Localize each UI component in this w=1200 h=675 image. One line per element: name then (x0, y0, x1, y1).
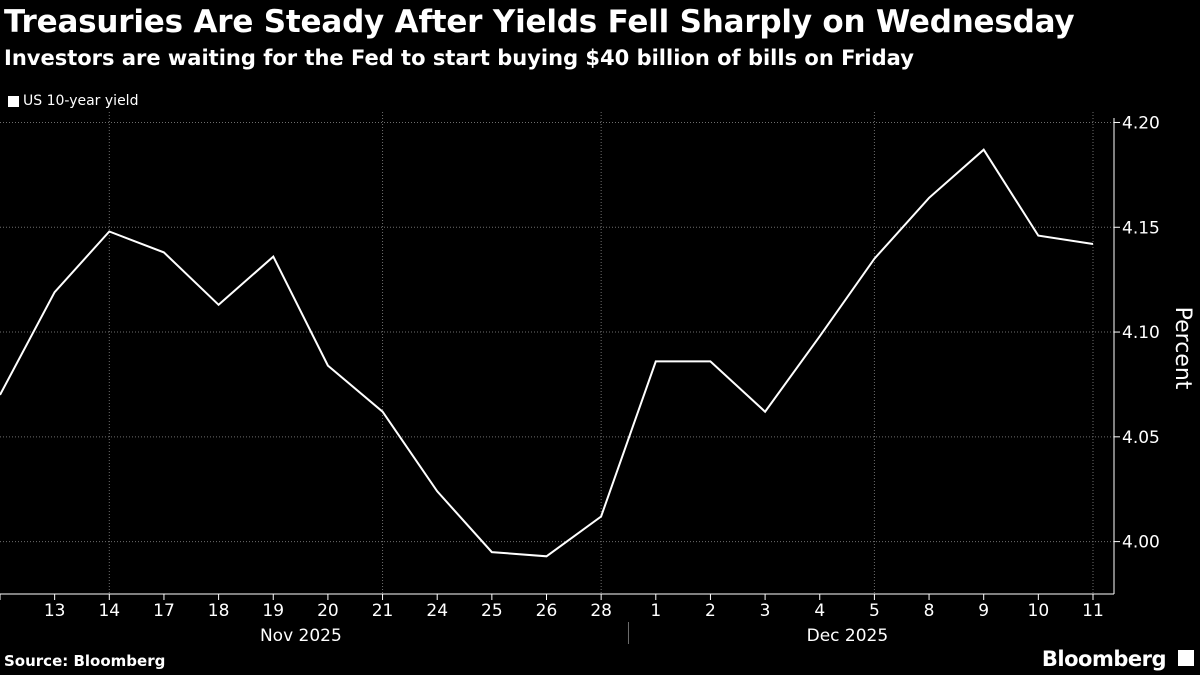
x-tick-label: 3 (760, 601, 771, 621)
x-tick-label: 21 (372, 601, 394, 621)
x-tick-label: 24 (426, 601, 448, 621)
x-tick-label: 9 (978, 601, 989, 621)
x-tick-label: 18 (208, 601, 230, 621)
x-tick-label: 10 (1028, 601, 1050, 621)
x-tick-label: 25 (481, 601, 503, 621)
x-tick-label: 20 (317, 601, 339, 621)
y-axis-title: Percent (1170, 307, 1195, 390)
bloomberg-logo: Bloomberg (1041, 647, 1167, 671)
y-tick-label: 4.15 (1122, 218, 1160, 238)
chart-title: Treasuries Are Steady After Yields Fell … (4, 4, 1075, 40)
x-tick-label: 28 (590, 601, 612, 621)
legend: US 10-year yield (8, 93, 138, 109)
y-tick-label: 4.20 (1122, 113, 1160, 133)
x-tick-label: 17 (153, 601, 175, 621)
legend-label: US 10-year yield (23, 93, 139, 109)
chart-subtitle: Investors are waiting for the Fed to sta… (4, 46, 914, 70)
x-tick-label: 13 (44, 601, 66, 621)
x-tick-label: 2 (705, 601, 716, 621)
x-tick-label: 8 (924, 601, 935, 621)
x-tick-label: 5 (869, 601, 880, 621)
bloomberg-logo-icon (1178, 650, 1194, 666)
x-tick-label: 19 (262, 601, 284, 621)
x-tick-label: 14 (98, 601, 120, 621)
x-tick-label: 26 (536, 601, 558, 621)
month-label: Nov 2025 (260, 626, 342, 646)
y-tick-label: 4.05 (1122, 428, 1160, 448)
y-tick-label: 4.10 (1122, 323, 1160, 343)
source-note: Source: Bloomberg (4, 652, 166, 670)
y-tick-label: 4.00 (1122, 533, 1160, 553)
x-tick-label: 4 (814, 601, 825, 621)
x-tick-label: 1 (650, 601, 661, 621)
month-label: Dec 2025 (807, 626, 889, 646)
series-line-us-10-year-yield (0, 148, 1094, 558)
x-tick-label: 11 (1082, 601, 1104, 621)
legend-swatch-icon (8, 95, 19, 107)
